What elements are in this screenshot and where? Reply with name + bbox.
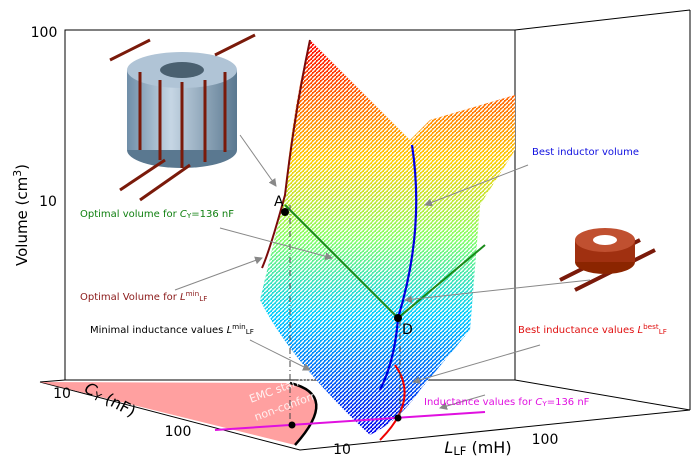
- label: LLF (mH): [444, 438, 511, 458]
- label-part: Inductance values for: [424, 397, 535, 408]
- annotation: Optimal Volume for LminLF: [80, 289, 207, 303]
- label: Volume (cm3): [11, 164, 31, 266]
- label-part: (mH): [466, 438, 511, 457]
- chart: EMC standard non-conformity A D: [0, 0, 691, 463]
- label-part: Optimal volume for: [80, 209, 180, 220]
- label-part: =136 nF: [547, 397, 590, 408]
- label-part: ): [13, 164, 31, 170]
- label-part: Volume (cm: [13, 177, 31, 266]
- point-label: D: [402, 322, 413, 338]
- annotation: Inductance values for CY=136 nF: [424, 397, 590, 408]
- annotation: Optimal volume for CY=136 nF: [80, 209, 234, 220]
- label-part: Optimal Volume for: [80, 292, 180, 303]
- label-part: 3: [11, 170, 24, 177]
- label-part: LF: [659, 327, 667, 336]
- label-part: min: [232, 322, 246, 331]
- label-part: Best inductor volume: [532, 147, 639, 158]
- label-part: =136 nF: [191, 209, 234, 220]
- label-part: LF: [246, 327, 254, 336]
- label-part: Minimal inductance values: [90, 325, 227, 336]
- tick-label: 10: [39, 194, 57, 210]
- label-part: min: [186, 289, 200, 298]
- label-part: Best inductance values: [518, 325, 638, 336]
- annotation: Best inductor volume: [532, 147, 639, 158]
- label-part: LF: [453, 444, 466, 458]
- label-part: best: [643, 322, 659, 331]
- label-part: LF: [199, 294, 207, 303]
- tick-label: 100: [31, 25, 58, 41]
- point-label: A: [274, 194, 284, 210]
- label-part: C: [180, 209, 187, 220]
- annotation: Minimal inductance values LminLF: [90, 322, 254, 336]
- tick-label: 100: [165, 424, 192, 440]
- label-part: C: [535, 397, 542, 408]
- tick-label: 10: [333, 442, 351, 458]
- label-part: L: [444, 438, 453, 457]
- tick-label: 100: [532, 432, 559, 448]
- annotation: Best inductance values LbestLF: [518, 322, 667, 336]
- tick-label: 10: [53, 386, 71, 402]
